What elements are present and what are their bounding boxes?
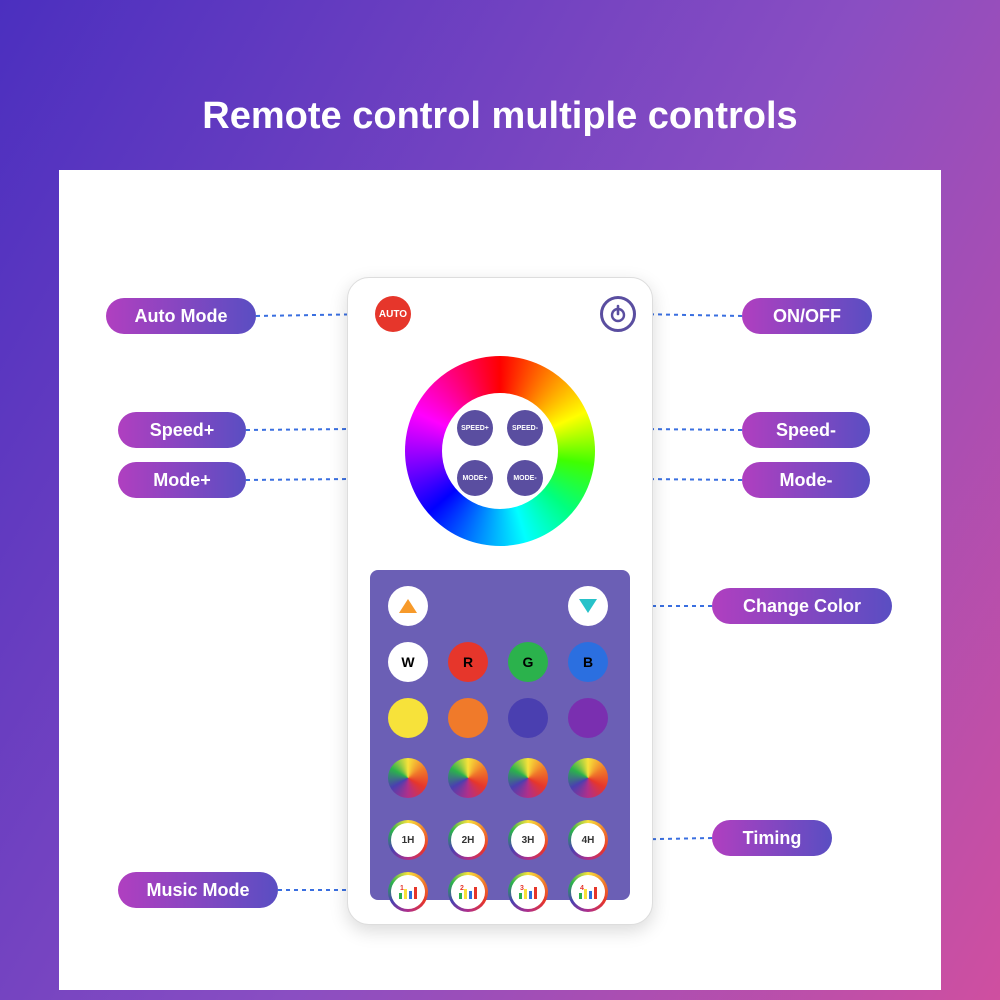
auto-button[interactable]: AUTO bbox=[375, 296, 411, 332]
rainbow-preset-1-button[interactable] bbox=[388, 758, 428, 798]
color-w-button[interactable]: W bbox=[388, 642, 428, 682]
label-mode-plus: Mode+ bbox=[118, 462, 246, 498]
label-speed-plus: Speed+ bbox=[118, 412, 246, 448]
timer-2H-button[interactable]: 2H bbox=[448, 820, 488, 860]
timer-4H-button[interactable]: 4H bbox=[568, 820, 608, 860]
svg-text:3: 3 bbox=[520, 885, 524, 892]
mode-plus-button[interactable]: MODE+ bbox=[457, 460, 493, 496]
color-wheel-inner bbox=[442, 393, 558, 509]
label-timing: Timing bbox=[712, 820, 832, 856]
speed-plus-button[interactable]: SPEED+ bbox=[457, 410, 493, 446]
color-g-button[interactable]: G bbox=[508, 642, 548, 682]
color-b-button[interactable]: B bbox=[568, 642, 608, 682]
preset-color-4-button[interactable] bbox=[568, 698, 608, 738]
brightness-up-button[interactable] bbox=[388, 586, 428, 626]
label-mode-minus: Mode- bbox=[742, 462, 870, 498]
color-r-button[interactable]: R bbox=[448, 642, 488, 682]
svg-text:1: 1 bbox=[400, 885, 404, 892]
speed-minus-button[interactable]: SPEED- bbox=[507, 410, 543, 446]
label-music-mode: Music Mode bbox=[118, 872, 278, 908]
svg-text:2: 2 bbox=[460, 885, 464, 892]
label-auto-mode: Auto Mode bbox=[106, 298, 256, 334]
music-mode-3-button[interactable]: 3 bbox=[508, 872, 548, 912]
label-change-color: Change Color bbox=[712, 588, 892, 624]
rainbow-preset-4-button[interactable] bbox=[568, 758, 608, 798]
preset-color-2-button[interactable] bbox=[448, 698, 488, 738]
rainbow-preset-3-button[interactable] bbox=[508, 758, 548, 798]
power-icon bbox=[608, 304, 628, 324]
preset-color-3-button[interactable] bbox=[508, 698, 548, 738]
preset-color-1-button[interactable] bbox=[388, 698, 428, 738]
label-on-off: ON/OFF bbox=[742, 298, 872, 334]
label-speed-minus: Speed- bbox=[742, 412, 870, 448]
timer-1H-button[interactable]: 1H bbox=[388, 820, 428, 860]
music-mode-2-button[interactable]: 2 bbox=[448, 872, 488, 912]
rainbow-preset-2-button[interactable] bbox=[448, 758, 488, 798]
music-mode-4-button[interactable]: 4 bbox=[568, 872, 608, 912]
auto-button-label: AUTO bbox=[379, 309, 407, 320]
timer-3H-button[interactable]: 3H bbox=[508, 820, 548, 860]
brightness-down-button[interactable] bbox=[568, 586, 608, 626]
canvas: Remote control multiple controls Auto Mo… bbox=[0, 0, 1000, 1000]
mode-minus-button[interactable]: MODE- bbox=[507, 460, 543, 496]
svg-text:4: 4 bbox=[580, 885, 584, 892]
music-mode-1-button[interactable]: 1 bbox=[388, 872, 428, 912]
power-button[interactable] bbox=[600, 296, 636, 332]
